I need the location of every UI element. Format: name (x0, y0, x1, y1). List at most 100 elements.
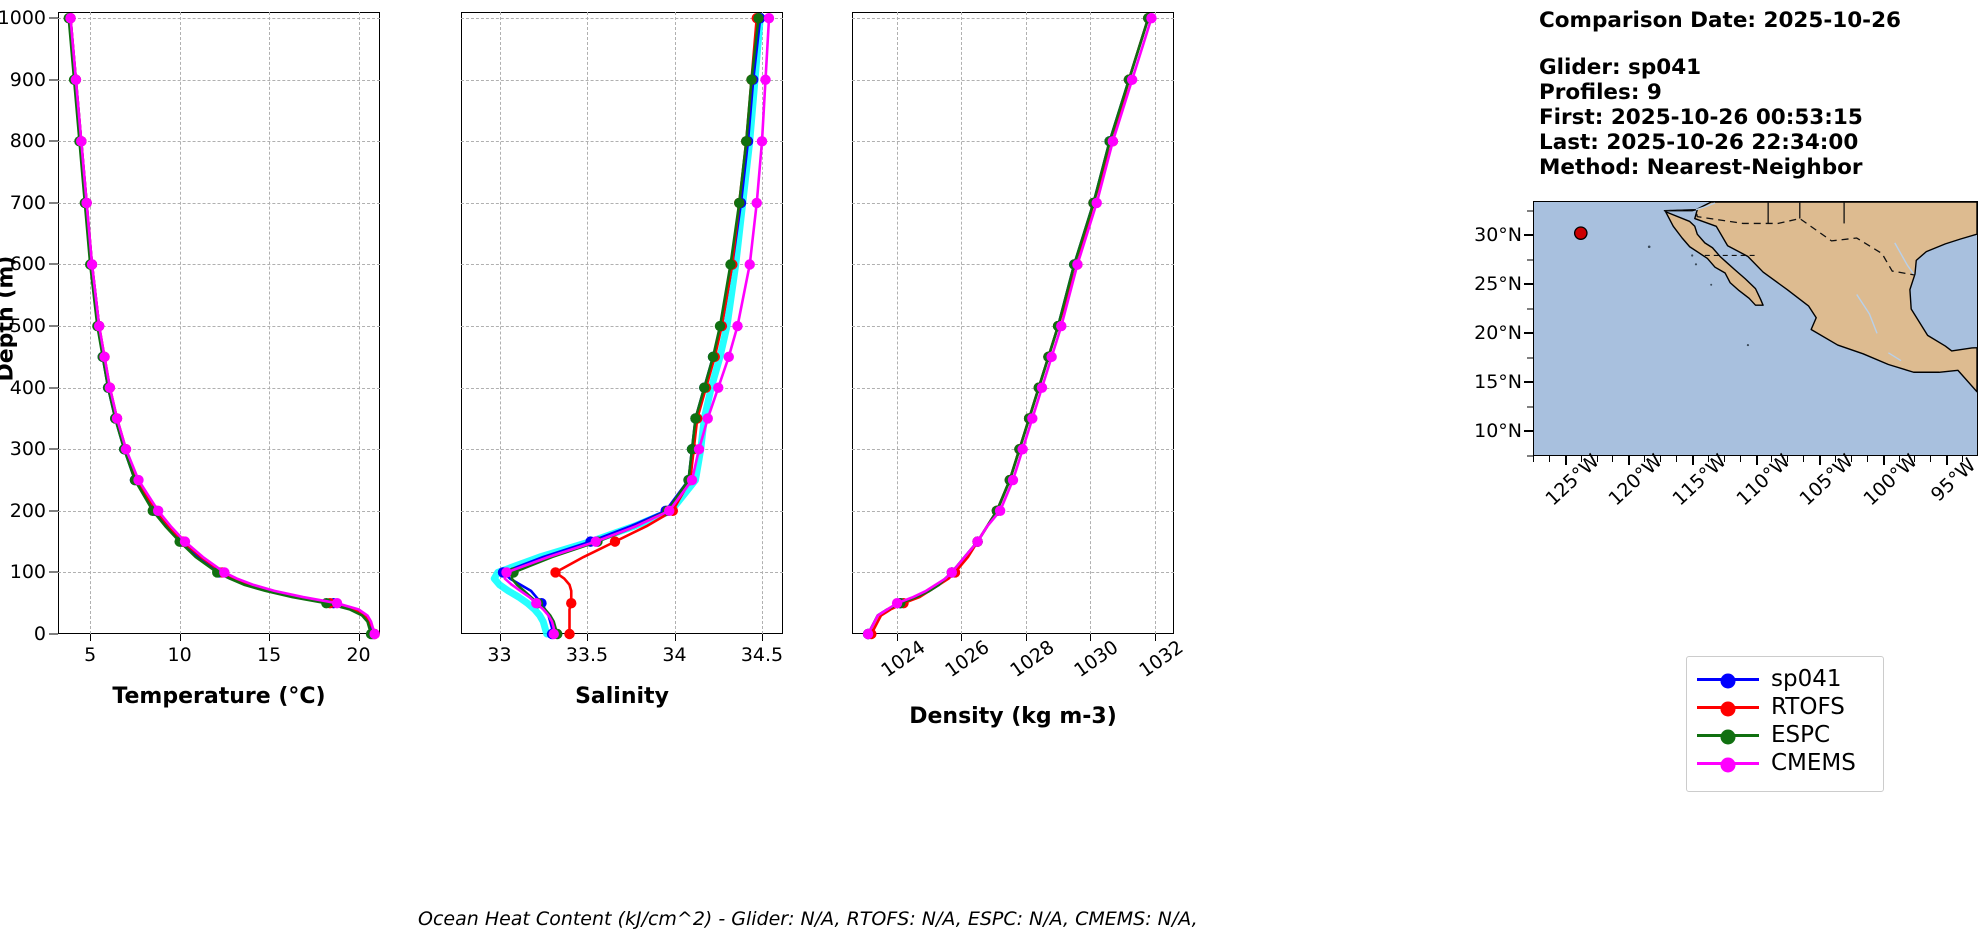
legend-line-swatch (1697, 673, 1759, 688)
map-lon-tick-mark (1628, 456, 1631, 465)
density-panel: 1024 1026 1028 1030 1032 Density (kg m-3) (852, 12, 1187, 729)
series-marker-CMEMS (1046, 351, 1057, 363)
map-river-colorado (1695, 202, 1716, 211)
gridline-horizontal (852, 326, 1174, 328)
method-text: Method: Nearest-Neighbor (1539, 155, 1863, 180)
series-marker-ESPC (725, 259, 736, 270)
gridline-horizontal (58, 264, 380, 266)
series-marker-ESPC (699, 382, 710, 393)
legend-dot-marker (1720, 701, 1736, 716)
series-marker-RTOFS (550, 567, 561, 578)
y-tick-mark (49, 633, 58, 635)
series-marker-CMEMS (862, 628, 874, 640)
x-tick-label: 20 (346, 644, 371, 666)
series-marker-CMEMS (70, 74, 82, 85)
series-legend[interactable]: sp041 RTOFS ESPC CMEMS (1686, 656, 1884, 792)
series-marker-ESPC (741, 136, 752, 147)
series-marker-CMEMS (1027, 413, 1038, 424)
series-marker-CMEMS (732, 320, 743, 332)
map-lon-minor-tick (1898, 456, 1900, 462)
y-tick-mark (49, 263, 58, 265)
series-marker-RTOFS (609, 536, 621, 547)
map-lon-minor-tick (1676, 456, 1678, 462)
y-tick-mark (49, 387, 58, 389)
legend-dot-marker (1720, 729, 1736, 744)
map-lon-tick-mark (1882, 456, 1885, 465)
series-marker-CMEMS (1107, 136, 1119, 147)
x-tick-label: 1032 (1134, 636, 1188, 682)
gridline-horizontal (852, 449, 1174, 451)
temperature-axis-title: Temperature (°C) (112, 684, 326, 709)
series-marker-ESPC (753, 12, 764, 24)
map-border-us-mexico (1664, 209, 1916, 276)
legend-item-RTOFS[interactable]: RTOFS (1697, 693, 1869, 721)
series-marker-ESPC (714, 320, 726, 332)
gridline-horizontal (461, 387, 783, 389)
series-marker-CMEMS (219, 567, 230, 578)
map-lon-minor-tick (1660, 456, 1662, 462)
map-lon-tick-label: 110°W (1731, 449, 1795, 511)
gridline-vertical (179, 12, 181, 634)
x-tick-mark (587, 634, 588, 641)
x-tick-label: 5 (84, 644, 97, 666)
series-marker-CMEMS (111, 413, 123, 424)
series-marker-CMEMS (1091, 197, 1102, 209)
legend-item-CMEMS[interactable]: CMEMS (1697, 749, 1869, 777)
map-lon-minor-tick (1803, 456, 1805, 462)
series-line-RTOFS (870, 16, 1150, 636)
gridline-vertical (358, 12, 360, 634)
series-marker-CMEMS (104, 382, 116, 393)
map-lon-minor-tick (1548, 456, 1550, 462)
glider-position-marker[interactable] (1573, 226, 1588, 240)
location-map[interactable] (1533, 201, 1978, 456)
map-land-baja (1664, 211, 1764, 306)
gridline-horizontal (58, 18, 380, 20)
gridline-vertical (897, 12, 899, 634)
series-line-RTOFS (554, 16, 759, 636)
y-tick-mark (49, 79, 58, 81)
legend-dot-marker (1720, 673, 1736, 688)
gridline-horizontal (461, 141, 783, 143)
series-line-RTOFS (69, 16, 376, 636)
series-marker-CMEMS (1056, 320, 1067, 332)
series-marker-ESPC (707, 351, 719, 363)
series-marker-CMEMS (713, 382, 724, 393)
series-marker-CMEMS (99, 351, 110, 363)
map-island (1746, 343, 1750, 347)
gridline-horizontal (58, 510, 380, 512)
legend-item-ESPC[interactable]: ESPC (1697, 721, 1869, 749)
map-island (1710, 283, 1713, 286)
x-tick-mark (674, 634, 676, 641)
map-lat-tick-label: 25°N (1474, 273, 1522, 296)
map-lat-tick-label: 10°N (1474, 420, 1522, 443)
series-marker-CMEMS (152, 505, 164, 517)
depth-tick-label: 400 (9, 376, 46, 399)
series-marker-CMEMS (702, 413, 713, 424)
legend-item-sp041[interactable]: sp041 (1697, 665, 1869, 693)
gridline-horizontal (852, 264, 1174, 266)
map-lat-minor-tick (1527, 357, 1533, 359)
profiles-count-text: Profiles: 9 (1539, 80, 1662, 105)
map-lon-tick-mark (1755, 456, 1758, 465)
x-tick-mark (90, 634, 92, 641)
series-marker-CMEMS (81, 197, 92, 209)
gridline-horizontal (852, 510, 1174, 512)
ocean-heat-content-footer: Ocean Heat Content (kJ/cm^2) - Glider: N… (418, 908, 1198, 930)
series-marker-CMEMS (744, 259, 755, 270)
gridline-vertical (90, 12, 92, 634)
map-lat-tick-label: 30°N (1474, 224, 1522, 247)
map-lon-minor-tick (1596, 456, 1598, 462)
series-marker-CMEMS (1007, 474, 1019, 486)
map-lon-tick-label: 115°W (1668, 449, 1731, 511)
map-tick-layer: 30°N 25°N 20°N 15°N 10°N 125°W 120°W 115°W 110°W… (1474, 201, 1978, 510)
series-marker-CMEMS (693, 444, 705, 455)
depth-tick-label: 700 (9, 191, 46, 214)
map-lon-tick-mark (1691, 456, 1694, 465)
depth-tick-label: 600 (9, 253, 46, 276)
map-lon-minor-tick (1739, 456, 1741, 462)
series-line-CMEMS (69, 16, 376, 636)
legend-label: CMEMS (1771, 750, 1856, 776)
map-lon-minor-tick (1834, 456, 1836, 462)
gridline-horizontal (852, 202, 1174, 204)
series-marker-RTOFS (564, 628, 575, 640)
